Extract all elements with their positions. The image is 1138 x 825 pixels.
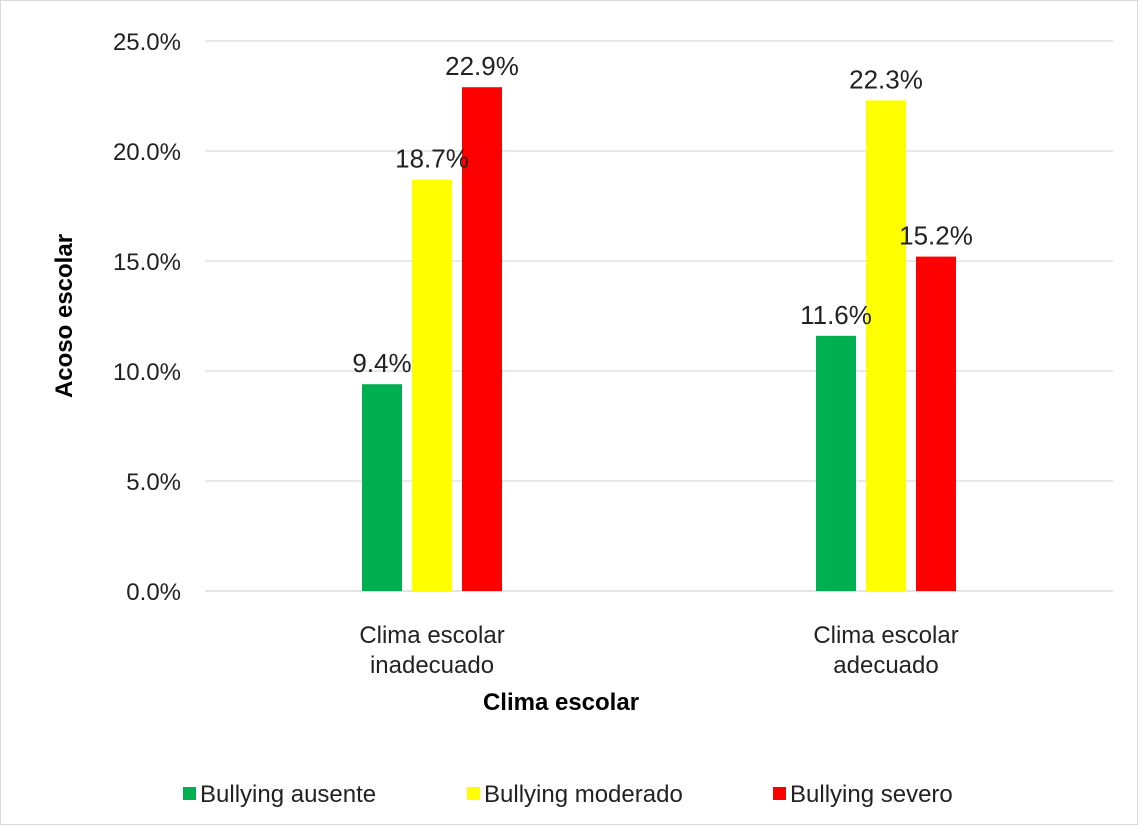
y-axis-ticks: 0.0% 5.0% 10.0% 15.0% 20.0% 25.0% <box>113 29 181 606</box>
legend-swatch <box>467 787 480 800</box>
y-tick-label: 10.0% <box>113 359 181 386</box>
legend-label: Bullying severo <box>790 781 953 808</box>
bar-bullying-ausente <box>816 335 856 591</box>
x-tick-label: adecuado <box>833 652 938 679</box>
bars <box>362 87 956 592</box>
bar-bullying-ausente <box>362 384 402 591</box>
x-tick-label: inadecuado <box>370 652 494 679</box>
data-label: 11.6% <box>800 300 872 330</box>
y-tick-label: 20.0% <box>113 139 181 166</box>
bar-bullying-severo <box>462 87 502 591</box>
y-axis-title: Acoso escolar <box>51 234 78 398</box>
legend: Bullying ausente Bullying moderado Bullyin… <box>183 781 953 808</box>
x-tick-label: Clima escolar <box>359 622 504 649</box>
y-tick-label: 15.0% <box>113 249 181 276</box>
x-tick-label: Clima escolar <box>813 622 958 649</box>
legend-swatch <box>183 787 196 800</box>
y-tick-label: 5.0% <box>126 469 181 496</box>
bar-bullying-moderado <box>412 179 452 591</box>
gridlines <box>205 40 1113 592</box>
data-label: 22.3% <box>849 64 923 94</box>
data-labels: 9.4% 18.7% 22.9% 11.6% 22.3% 15.2% <box>352 51 973 378</box>
legend-swatch <box>773 787 786 800</box>
legend-label: Bullying ausente <box>200 781 376 808</box>
data-label: 18.7% <box>395 144 469 174</box>
data-label: 9.4% <box>352 348 411 378</box>
x-axis-title: Clima escolar <box>483 689 639 716</box>
legend-label: Bullying moderado <box>484 781 683 808</box>
data-label: 22.9% <box>445 51 519 81</box>
bar-bullying-moderado <box>866 100 906 592</box>
bar-bullying-severo <box>916 256 956 591</box>
data-label: 15.2% <box>899 221 973 251</box>
y-tick-label: 25.0% <box>113 29 181 56</box>
y-tick-label: 0.0% <box>126 579 181 606</box>
x-axis-ticks: Clima escolar inadecuado Clima escolar adec… <box>359 622 958 679</box>
